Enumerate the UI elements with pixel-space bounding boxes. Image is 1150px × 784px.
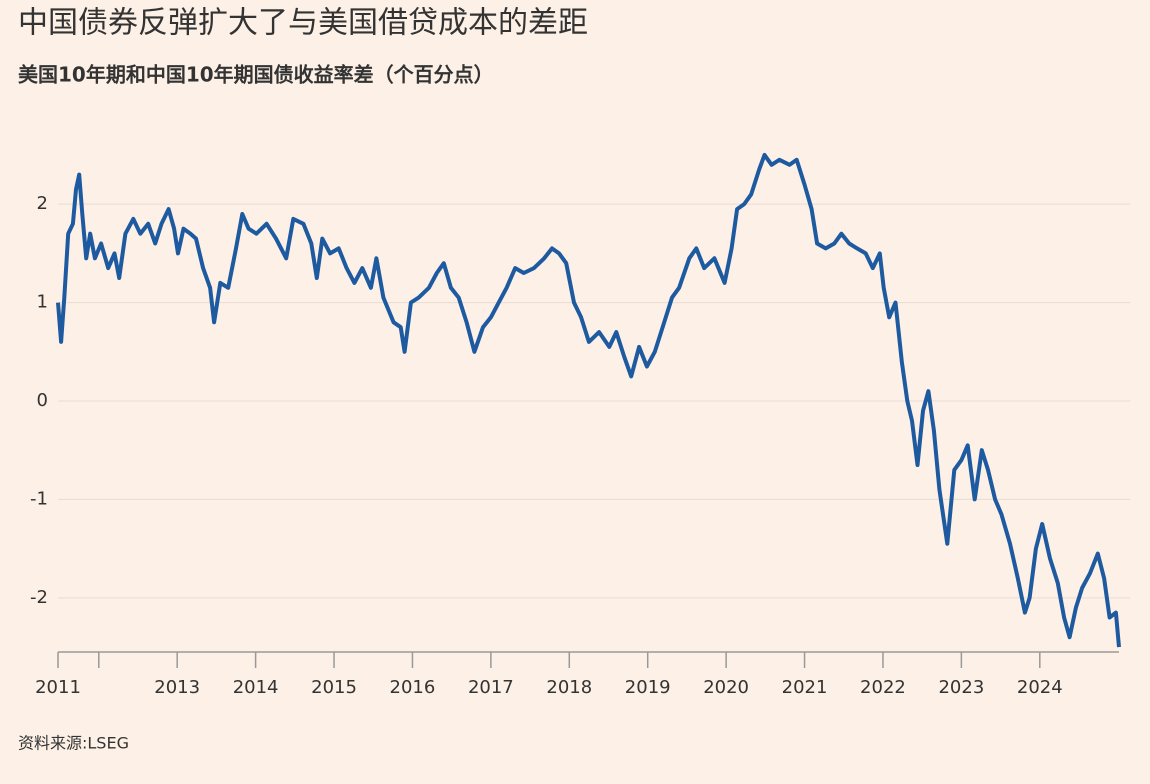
x-tick-label: 2011 — [35, 677, 81, 698]
y-tick-label: 2 — [37, 193, 48, 214]
x-tick-label: 2018 — [546, 677, 592, 698]
series-line — [56, 152, 1121, 648]
x-tick-label: 2022 — [860, 677, 906, 698]
y-tick-label: -1 — [30, 488, 48, 509]
x-tick-label: 2014 — [233, 677, 279, 698]
x-tick-label: 2016 — [390, 677, 436, 698]
source: 资料来源:LSEG — [18, 734, 129, 753]
x-tick-label: 2020 — [703, 677, 749, 698]
x-tick-label: 2017 — [468, 677, 514, 698]
x-tick-label: 2023 — [938, 677, 984, 698]
y-tick-label: -2 — [30, 587, 48, 608]
chart-subtitle: 美国10年期和中国10年期国债收益率差（个百分点） — [18, 63, 494, 87]
x-tick-label: 2019 — [625, 677, 671, 698]
x-tick-label: 2013 — [154, 677, 200, 698]
y-tick-label: 1 — [37, 292, 48, 313]
x-tick-label: 2021 — [782, 677, 828, 698]
chart-title: 中国债券反弹扩大了与美国借贷成本的差距 — [18, 6, 588, 41]
y-tick-label: 0 — [37, 390, 48, 411]
x-tick-label: 2024 — [1017, 677, 1063, 698]
x-tick-label: 2015 — [311, 677, 357, 698]
